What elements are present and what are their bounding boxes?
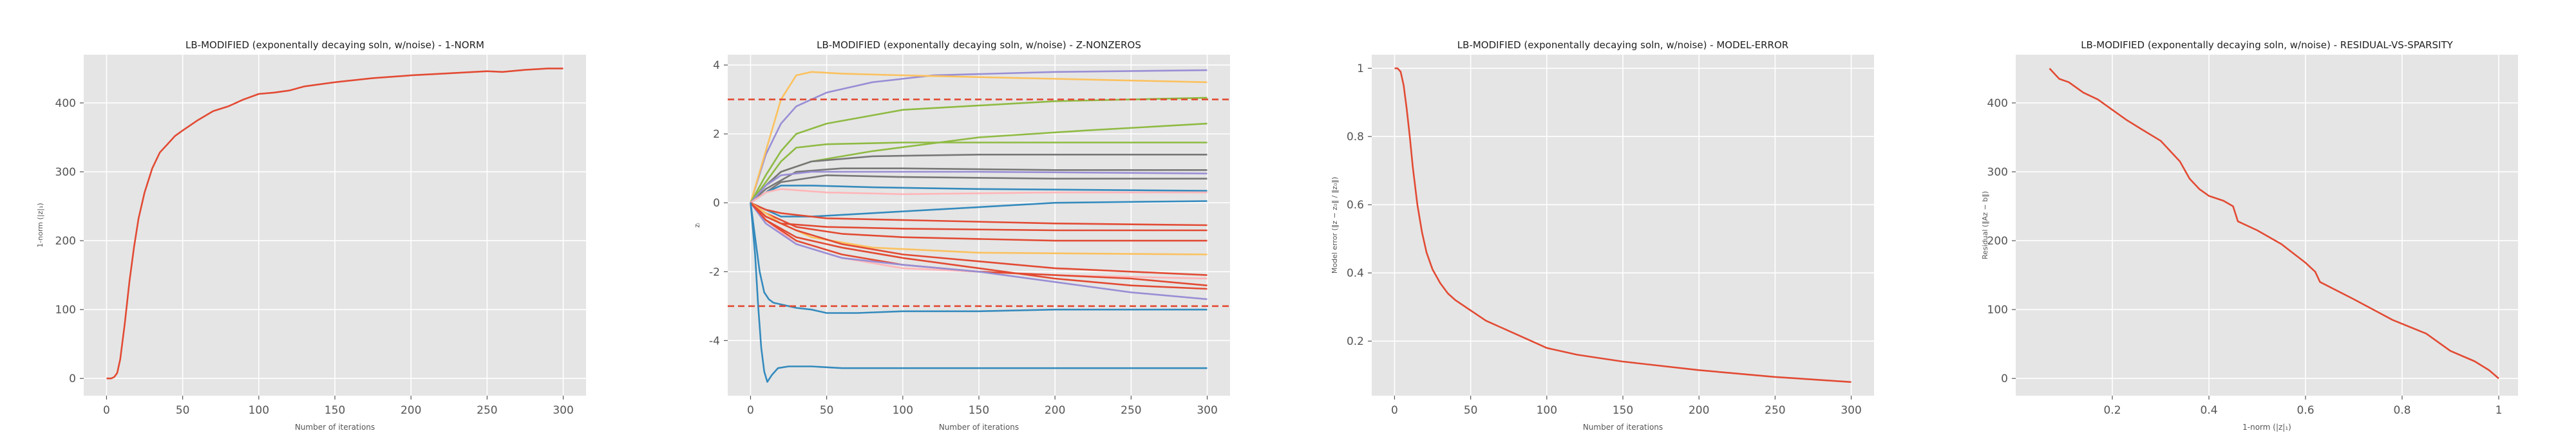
series-line-1: [2049, 68, 2499, 380]
y-tick-label: 100: [55, 304, 76, 317]
y-tick-label: 0.4: [1347, 267, 1364, 280]
series-line-20: [750, 202, 1208, 300]
y-tick-label: 100: [1987, 304, 2008, 317]
x-tick-label: 0.4: [2200, 404, 2217, 417]
x-axis-label: Number of iterations: [939, 423, 1019, 432]
subplot-z-nonzeros: 0 50 100 150 200 250 300 -4 -2 0 2 4 LB-MODIFIED (…: [693, 39, 1230, 432]
x-axis-label: Number of iterations: [1583, 423, 1663, 432]
x-tick-label: 0: [747, 404, 754, 417]
y-tick-label: 2: [713, 128, 720, 141]
series-layer: [1394, 67, 1852, 383]
chart-title: LB-MODIFIED (exponentally decaying soln,…: [817, 39, 1141, 51]
series-line-1: [106, 68, 564, 380]
y-tick-label: 1: [1357, 62, 1364, 75]
chart-title: LB-MODIFIED (exponentally decaying soln,…: [185, 39, 484, 51]
x-tick-label: 250: [1765, 404, 1785, 417]
x-tick-label: 0.8: [2393, 404, 2410, 417]
x-ticks: 0 50 100 150 200 250 300: [103, 396, 574, 417]
series-layer: [728, 69, 1230, 383]
x-tick-label: 250: [1121, 404, 1141, 417]
y-ticks: 0 100 200 300 400: [1987, 97, 2016, 385]
x-ticks: 0 50 100 150 200 250 300: [747, 396, 1218, 417]
series-line-5: [750, 142, 1208, 203]
x-tick-label: 200: [1689, 404, 1709, 417]
grid: [84, 55, 586, 396]
series-line-17: [750, 202, 1208, 276]
x-axis-label: 1-norm (|z|₁): [2242, 423, 2291, 432]
x-tick-label: 0.6: [2297, 404, 2314, 417]
series-line-23: [750, 203, 1208, 383]
subplot-1-norm: 0 50 100 150 200 250 300 0 100 200 300 400 LB-MODI…: [36, 39, 586, 432]
chart-title: LB-MODIFIED (exponentally decaying soln,…: [1457, 39, 1788, 51]
series-line-1: [750, 69, 1208, 203]
grid: [1372, 55, 1874, 396]
series-line-3: [750, 97, 1208, 203]
x-tick-label: 50: [820, 404, 834, 417]
x-tick-label: 200: [1045, 404, 1065, 417]
x-tick-label: 50: [176, 404, 190, 417]
y-tick-label: 0.6: [1347, 199, 1364, 212]
x-axis-label: Number of iterations: [295, 423, 375, 432]
y-tick-label: 400: [55, 97, 76, 110]
y-axis-label: zᵢ: [693, 223, 701, 228]
series-line-22: [750, 203, 1208, 314]
series-line-1: [1394, 67, 1852, 383]
x-tick-label: 150: [325, 404, 345, 417]
x-tick-label: 0.2: [2103, 404, 2121, 417]
y-tick-label: -4: [709, 335, 720, 347]
y-tick-label: -2: [709, 266, 720, 279]
y-tick-label: 400: [1987, 97, 2008, 110]
y-tick-label: 0: [69, 373, 76, 385]
y-tick-label: 4: [713, 59, 720, 72]
x-tick-label: 100: [1537, 404, 1557, 417]
x-tick-label: 100: [249, 404, 269, 417]
x-tick-label: 150: [969, 404, 989, 417]
series-line-8: [750, 170, 1208, 204]
y-tick-label: 200: [1987, 235, 2008, 248]
y-tick-label: 300: [55, 166, 76, 179]
y-tick-label: 0.8: [1347, 131, 1364, 143]
y-tick-label: 0: [713, 197, 720, 210]
x-tick-label: 300: [553, 404, 573, 417]
x-tick-label: 0: [1391, 404, 1398, 417]
x-tick-label: 1: [2496, 404, 2503, 417]
y-tick-label: 300: [1987, 166, 2008, 179]
x-tick-label: 50: [1464, 404, 1478, 417]
x-tick-label: 250: [477, 404, 497, 417]
x-tick-label: 300: [1841, 404, 1861, 417]
y-tick-label: 200: [55, 235, 76, 248]
y-axis-label: Residual (‖Az − b‖): [1981, 191, 1989, 259]
series-line-16: [750, 202, 1208, 255]
series-line-11: [750, 188, 1208, 204]
y-ticks: -4 -2 0 2 4: [709, 59, 728, 347]
y-axis-label: 1-norm (|z|₁): [36, 203, 44, 247]
series-line-13: [750, 202, 1208, 226]
x-ticks: 0 50 100 150 200 250 300: [1391, 396, 1862, 417]
series-layer: [2049, 68, 2499, 380]
x-tick-label: 0: [103, 404, 110, 417]
x-tick-label: 100: [893, 404, 913, 417]
x-ticks: 0.2 0.4 0.6 0.8 1: [2103, 396, 2502, 417]
chart-title: LB-MODIFIED (exponentally decaying soln,…: [2081, 39, 2453, 51]
subplot-model-error: 0 50 100 150 200 250 300 0.2 0.4 0.6 0.8 1 LB-MODI…: [1331, 39, 1874, 432]
y-ticks: 0.2 0.4 0.6 0.8 1: [1347, 62, 1372, 348]
y-ticks: 0 100 200 300 400: [55, 97, 84, 385]
x-tick-label: 300: [1197, 404, 1217, 417]
series-line-7: [750, 167, 1208, 204]
y-tick-label: 0.2: [1347, 335, 1364, 348]
x-tick-label: 150: [1613, 404, 1633, 417]
y-tick-label: 0: [2001, 373, 2008, 385]
grid: [2016, 55, 2518, 396]
y-axis-label: Model error (‖z − z₀‖ / ‖z₀‖): [1331, 177, 1339, 273]
subplot-residual-vs-sparsity: 0.2 0.4 0.6 0.8 1 0 100 200 300 400 LB-MODIFIED …: [1981, 39, 2518, 432]
series-line-2: [750, 71, 1208, 203]
series-line-21: [750, 202, 1208, 290]
series-layer: [106, 68, 564, 380]
series-line-12: [750, 200, 1208, 217]
x-tick-label: 200: [401, 404, 421, 417]
